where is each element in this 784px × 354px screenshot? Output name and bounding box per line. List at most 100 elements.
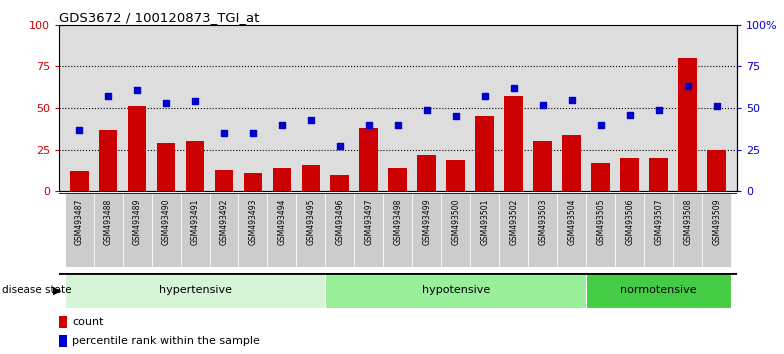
Text: GSM493492: GSM493492 — [220, 199, 228, 245]
Text: hypotensive: hypotensive — [422, 285, 490, 295]
Point — [449, 113, 462, 119]
Bar — [325, 273, 586, 308]
Bar — [475, 116, 494, 191]
Text: percentile rank within the sample: percentile rank within the sample — [72, 336, 260, 346]
Bar — [562, 135, 581, 191]
Point — [247, 130, 260, 136]
Text: GSM493489: GSM493489 — [132, 199, 142, 245]
Bar — [244, 173, 263, 191]
Text: GSM493496: GSM493496 — [336, 199, 344, 245]
Bar — [331, 175, 350, 191]
Bar — [417, 155, 436, 191]
Text: count: count — [72, 317, 103, 327]
Point — [594, 122, 607, 127]
Bar — [273, 168, 292, 191]
Point — [363, 122, 376, 127]
Point — [305, 117, 318, 122]
Point — [478, 93, 491, 99]
Bar — [180, 193, 209, 267]
Point — [391, 122, 405, 127]
Bar — [702, 193, 731, 267]
Text: GSM493503: GSM493503 — [539, 199, 547, 245]
Text: GSM493488: GSM493488 — [103, 199, 113, 245]
Bar — [59, 316, 67, 328]
Bar — [296, 193, 325, 267]
Bar — [267, 193, 296, 267]
Text: GSM493487: GSM493487 — [74, 199, 84, 245]
Bar — [557, 193, 586, 267]
Point — [623, 112, 636, 118]
Bar — [615, 193, 644, 267]
Point — [681, 84, 694, 89]
Text: GDS3672 / 100120873_TGI_at: GDS3672 / 100120873_TGI_at — [59, 11, 260, 24]
Bar — [354, 193, 383, 267]
Bar — [678, 58, 697, 191]
Bar — [59, 335, 67, 347]
Text: normotensive: normotensive — [620, 285, 697, 295]
Text: GSM493494: GSM493494 — [278, 199, 286, 245]
Bar — [238, 193, 267, 267]
Text: ▶: ▶ — [53, 285, 61, 295]
Text: GSM493493: GSM493493 — [249, 199, 257, 245]
Bar — [302, 165, 321, 191]
Bar — [586, 273, 731, 308]
Bar — [64, 193, 93, 267]
Bar — [383, 193, 412, 267]
Text: hypertensive: hypertensive — [158, 285, 231, 295]
Point — [652, 107, 665, 113]
Text: GSM493498: GSM493498 — [394, 199, 402, 245]
Bar — [209, 193, 238, 267]
Bar — [388, 168, 408, 191]
Point — [102, 93, 114, 99]
Bar — [64, 273, 325, 308]
Bar — [499, 193, 528, 267]
Point — [131, 87, 143, 92]
Point — [507, 85, 520, 91]
Bar — [325, 193, 354, 267]
Point — [218, 130, 230, 136]
Point — [160, 100, 172, 106]
Bar — [446, 160, 465, 191]
Text: GSM493508: GSM493508 — [683, 199, 692, 245]
Text: GSM493501: GSM493501 — [481, 199, 489, 245]
Bar — [128, 106, 147, 191]
Bar — [215, 170, 234, 191]
Text: GSM493500: GSM493500 — [452, 199, 460, 245]
Bar — [360, 128, 379, 191]
Point — [189, 98, 201, 104]
Bar — [586, 193, 615, 267]
Bar — [533, 141, 552, 191]
Bar — [70, 171, 89, 191]
Text: GSM493505: GSM493505 — [597, 199, 605, 245]
Text: GSM493504: GSM493504 — [568, 199, 576, 245]
Bar — [441, 193, 470, 267]
Bar — [412, 193, 441, 267]
Point — [565, 97, 578, 103]
Bar — [157, 143, 176, 191]
Text: GSM493502: GSM493502 — [510, 199, 518, 245]
Text: GSM493499: GSM493499 — [423, 199, 431, 245]
Bar — [470, 193, 499, 267]
Bar — [93, 193, 122, 267]
Text: GSM493506: GSM493506 — [625, 199, 634, 245]
Text: disease state: disease state — [2, 285, 71, 295]
Text: GSM493497: GSM493497 — [365, 199, 373, 245]
Point — [276, 122, 289, 127]
Bar — [644, 193, 673, 267]
Bar — [186, 141, 205, 191]
Bar — [673, 193, 702, 267]
Bar — [620, 158, 639, 191]
Point — [710, 103, 723, 109]
Text: GSM493491: GSM493491 — [191, 199, 199, 245]
Bar — [528, 193, 557, 267]
Point — [73, 127, 85, 132]
Text: GSM493495: GSM493495 — [307, 199, 315, 245]
Bar — [504, 96, 523, 191]
Text: GSM493507: GSM493507 — [654, 199, 663, 245]
Bar — [591, 163, 610, 191]
Point — [536, 102, 549, 108]
Bar — [151, 193, 180, 267]
Bar — [99, 130, 118, 191]
Bar — [649, 158, 668, 191]
Bar — [122, 193, 151, 267]
